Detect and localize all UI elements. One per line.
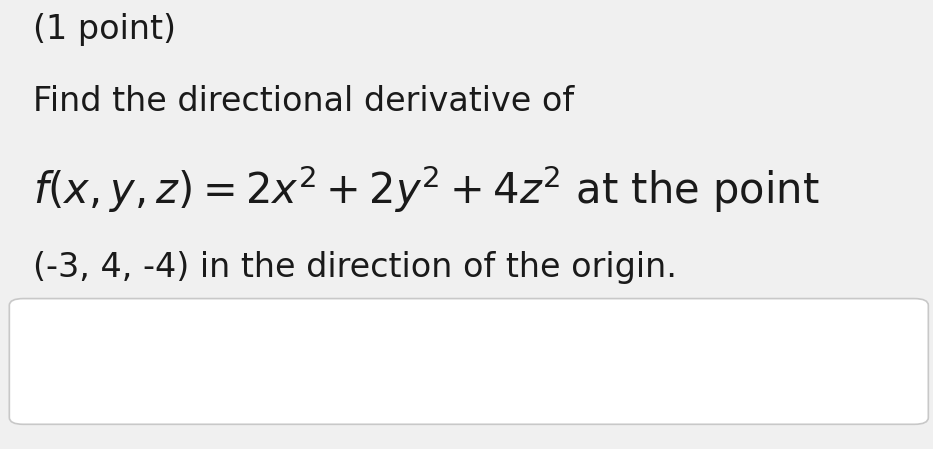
Text: $f(x, y, z) = 2x^2 + 2y^2 + 4z^2$$\text{ at the point}$: $f(x, y, z) = 2x^2 + 2y^2 + 4z^2$$\text{… bbox=[33, 164, 819, 216]
Text: (1 point): (1 point) bbox=[33, 13, 175, 46]
Text: (-3, 4, -4) in the direction of the origin.: (-3, 4, -4) in the direction of the orig… bbox=[33, 251, 676, 284]
FancyBboxPatch shape bbox=[9, 299, 928, 424]
Text: Find the directional derivative of: Find the directional derivative of bbox=[33, 85, 574, 118]
